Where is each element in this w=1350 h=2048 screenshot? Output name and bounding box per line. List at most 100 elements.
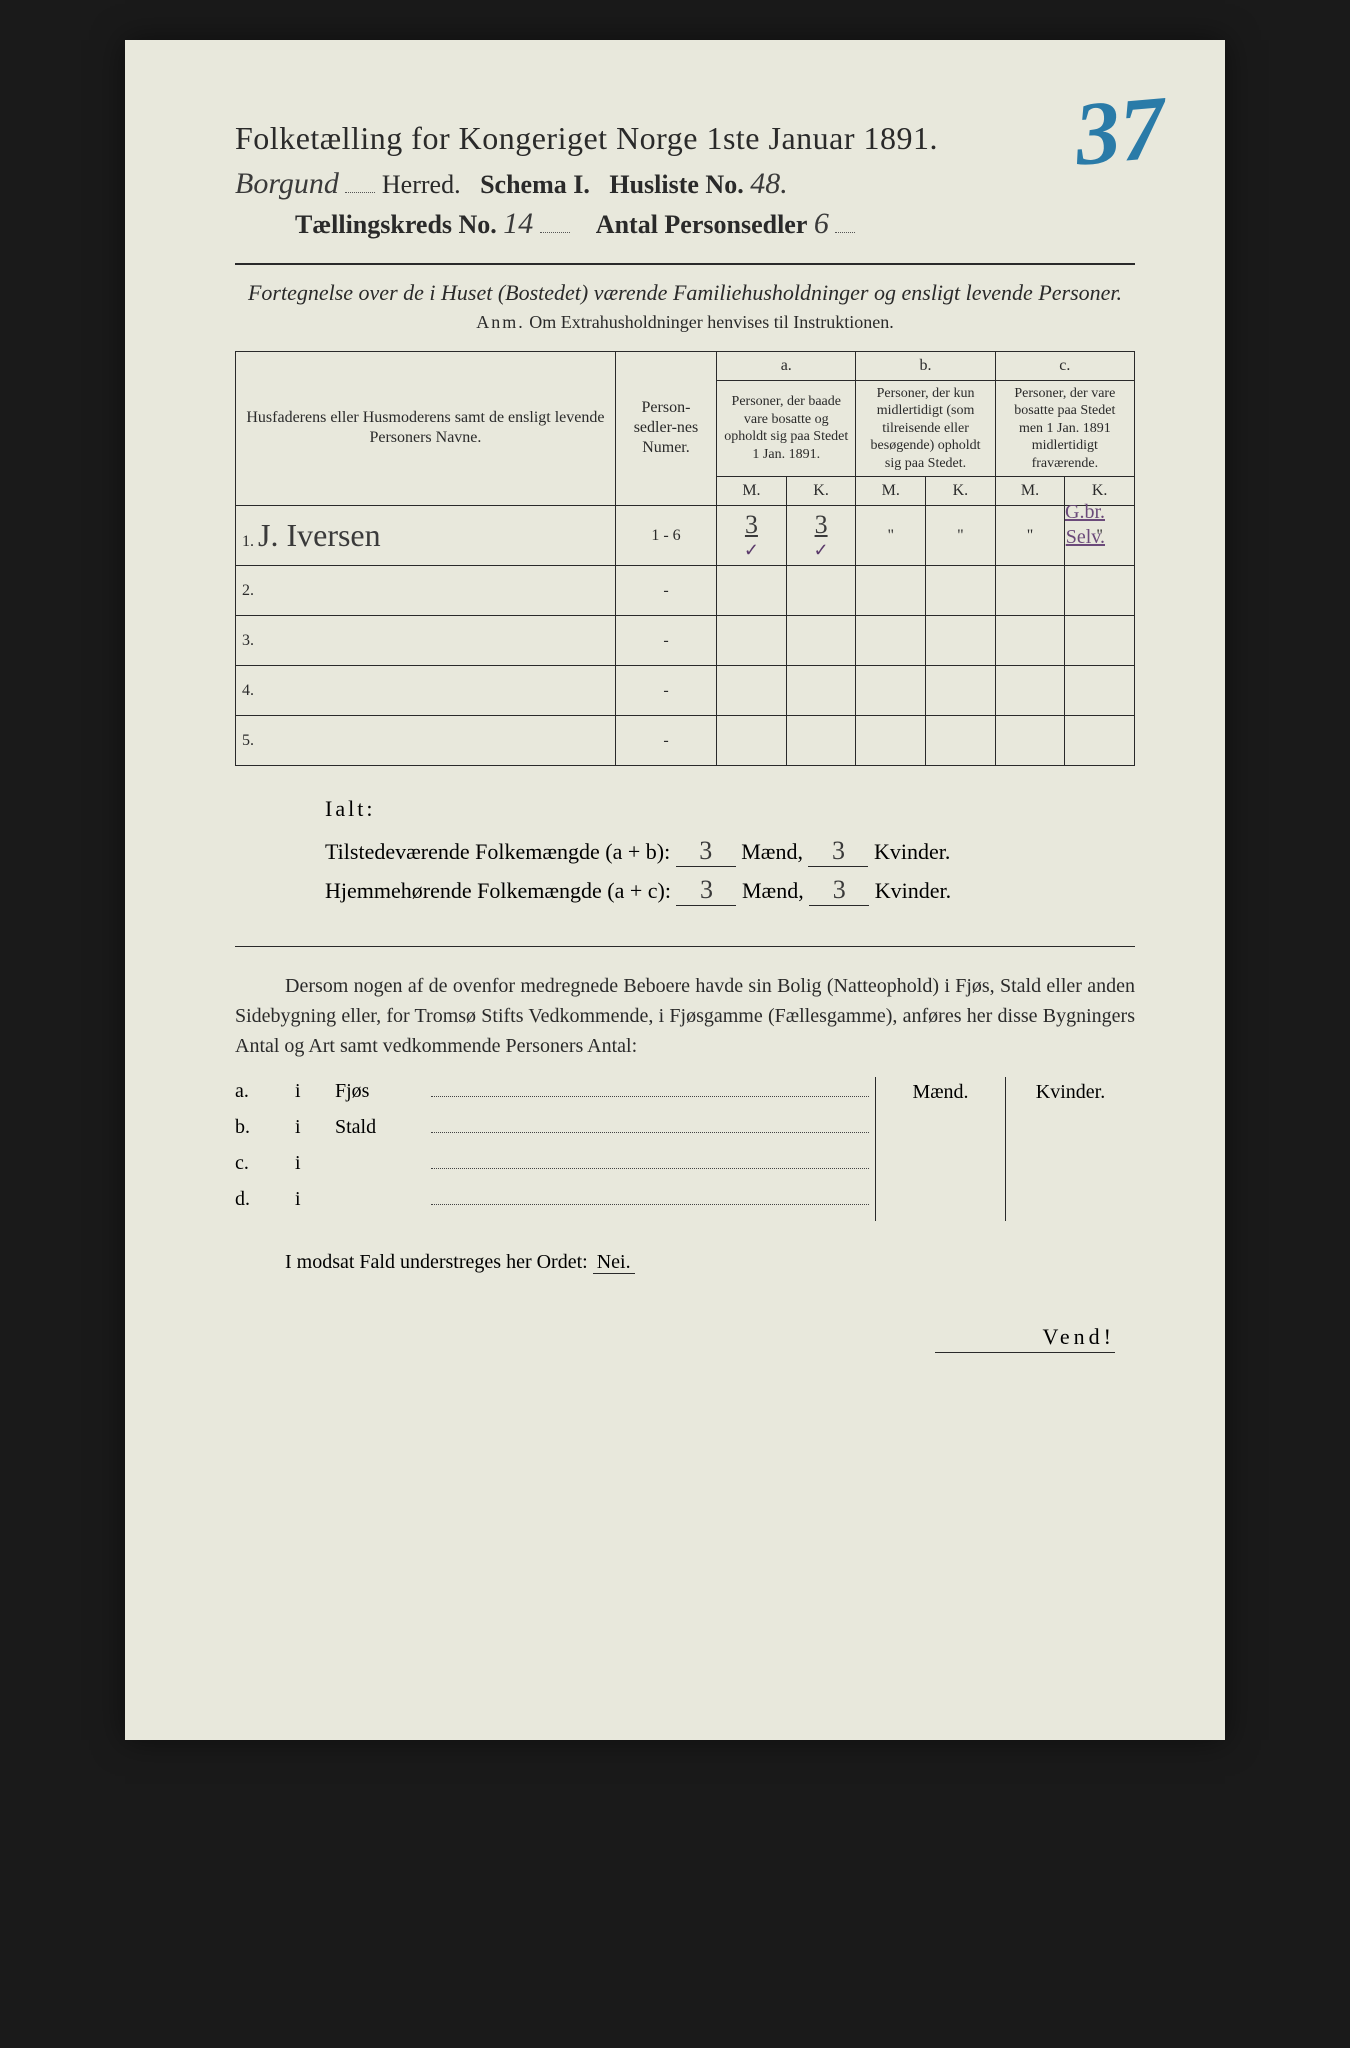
row-name: 5. xyxy=(236,716,616,766)
ialt1-k: 3 xyxy=(808,836,868,867)
ialt-line-2: Hjemmehørende Folkemængde (a + c): 3 Mæn… xyxy=(325,875,1135,906)
herred-label: Herred. xyxy=(382,170,461,199)
col-c-label: c. xyxy=(995,351,1134,380)
ialt2-k: 3 xyxy=(809,875,869,906)
row-a-k xyxy=(786,666,856,716)
row-name: 2. xyxy=(236,566,616,616)
col-b-label: b. xyxy=(856,351,995,380)
row-c-m xyxy=(995,616,1065,666)
divider-2 xyxy=(235,946,1135,947)
ialt2-m: 3 xyxy=(676,875,736,906)
row-c-k xyxy=(1065,666,1135,716)
row-c-m xyxy=(995,716,1065,766)
ialt1-label: Tilstedeværende Folkemængde (a + b): xyxy=(325,839,670,864)
col-header-name: Husfaderens eller Husmoderens samt de en… xyxy=(236,351,616,506)
col-b-k: K. xyxy=(926,477,996,506)
col-a-k: K. xyxy=(786,477,856,506)
building-letter: d. xyxy=(235,1188,295,1211)
row-name: 4. xyxy=(236,666,616,716)
row-a-k: 3✓ xyxy=(786,506,856,566)
row-num: - xyxy=(615,566,716,616)
row-c-k xyxy=(1065,716,1135,766)
row-num: - xyxy=(615,616,716,666)
dersom-paragraph: Dersom nogen af de ovenfor medregnede Be… xyxy=(235,971,1135,1061)
row-num: - xyxy=(615,666,716,716)
modsat-text: I modsat Fald understreges her Ordet: xyxy=(285,1251,588,1273)
form-description: Fortegnelse over de i Huset (Bostedet) v… xyxy=(235,279,1135,308)
vend-underline xyxy=(935,1352,1115,1353)
building-letter: b. xyxy=(235,1116,295,1139)
building-i: i xyxy=(295,1116,335,1139)
buildings-right: Mænd. Kvinder. xyxy=(875,1077,1135,1221)
row-a-k xyxy=(786,566,856,616)
maend-label2: Mænd, xyxy=(742,878,804,903)
buildings-maend-col: Mænd. xyxy=(876,1077,1006,1221)
anm-label: Anm. xyxy=(476,312,525,332)
modsat-line: I modsat Fald understreges her Ordet: Ne… xyxy=(235,1251,1135,1274)
row-b-m xyxy=(856,716,926,766)
table-row: 1. J. Iversen 1 - 6 3✓ 3✓ " " " " xyxy=(236,506,1135,566)
census-table: Husfaderens eller Husmoderens samt de en… xyxy=(235,351,1135,767)
divider xyxy=(235,263,1135,265)
row-c-m xyxy=(995,666,1065,716)
row-c-k xyxy=(1065,616,1135,666)
building-letter: c. xyxy=(235,1152,295,1175)
vend-text: Vend! xyxy=(1042,1324,1115,1349)
building-letter: a. xyxy=(235,1080,295,1103)
row-b-m xyxy=(856,616,926,666)
building-row: c. i xyxy=(235,1149,875,1175)
building-row: b. i Stald xyxy=(235,1113,875,1139)
col-c-desc: Personer, der vare bosatte paa Stedet me… xyxy=(995,380,1134,477)
col-b-desc: Personer, der kun midlertidigt (som tilr… xyxy=(856,380,995,477)
form-title: Folketælling for Kongeriget Norge 1ste J… xyxy=(235,120,1135,157)
building-i: i xyxy=(295,1080,335,1103)
modsat-nei: Nei. xyxy=(593,1251,635,1274)
kreds-label: Tællingskreds No. xyxy=(295,210,497,239)
table-row: 2. - xyxy=(236,566,1135,616)
antal-label: Antal Personsedler xyxy=(596,210,808,239)
row-num: 1 - 6 xyxy=(615,506,716,566)
anm-note: Anm. Om Extrahusholdninger henvises til … xyxy=(235,312,1135,333)
vend-label: Vend! xyxy=(235,1324,1135,1353)
table-row: 4. - xyxy=(236,666,1135,716)
building-i: i xyxy=(295,1152,335,1175)
husliste-label: Husliste No. xyxy=(609,170,743,199)
ialt-title: Ialt: xyxy=(325,796,1135,822)
form-header: 37 Folketælling for Kongeriget Norge 1st… xyxy=(235,120,1135,241)
row-b-k xyxy=(926,716,996,766)
kreds-line: Tællingskreds No. 14 Antal Personsedler … xyxy=(295,207,1135,241)
antal-value: 6 xyxy=(814,207,829,240)
row-b-k: " xyxy=(926,506,996,566)
building-dots xyxy=(431,1077,869,1097)
row-b-m xyxy=(856,666,926,716)
margin-note-2: Selv. xyxy=(1066,526,1105,548)
row-c-m: " xyxy=(995,506,1065,566)
margin-note-1: G.br. xyxy=(1065,501,1105,523)
kreds-value: 14 xyxy=(503,207,533,240)
row-a-k xyxy=(786,716,856,766)
col-c-m: M. xyxy=(995,477,1065,506)
building-dots xyxy=(431,1113,869,1133)
row-a-m xyxy=(717,716,787,766)
building-dots xyxy=(431,1149,869,1169)
building-name: Fjøs xyxy=(335,1080,425,1103)
row-b-k xyxy=(926,666,996,716)
census-form-page: 37 Folketælling for Kongeriget Norge 1st… xyxy=(125,40,1225,1740)
row-c-k xyxy=(1065,566,1135,616)
schema-label: Schema I. xyxy=(480,170,590,199)
page-stamp-number: 37 xyxy=(1071,76,1170,186)
col-a-label: a. xyxy=(717,351,856,380)
anm-text: Om Extrahusholdninger henvises til Instr… xyxy=(529,312,893,332)
ialt-line-1: Tilstedeværende Folkemængde (a + b): 3 M… xyxy=(325,836,1135,867)
row-c-m xyxy=(995,566,1065,616)
ialt2-label: Hjemmehørende Folkemængde (a + c): xyxy=(325,878,671,903)
ialt1-m: 3 xyxy=(676,836,736,867)
building-row: a. i Fjøs xyxy=(235,1077,875,1103)
row-name: 1. J. Iversen xyxy=(236,506,616,566)
building-i: i xyxy=(295,1188,335,1211)
row-b-k xyxy=(926,566,996,616)
table-row: 3. - xyxy=(236,616,1135,666)
row-a-k xyxy=(786,616,856,666)
kvinder-label2: Kvinder. xyxy=(875,878,951,903)
building-dots xyxy=(431,1185,869,1205)
